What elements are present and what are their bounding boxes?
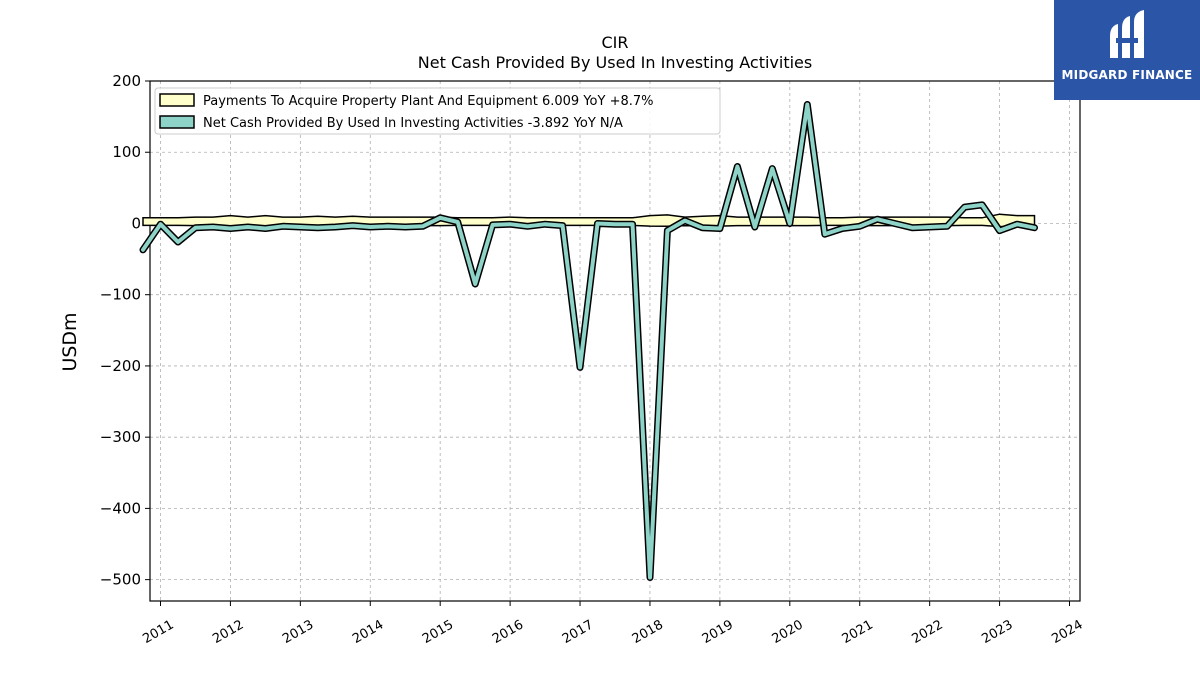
y-tick-label: −100 [100, 286, 141, 304]
x-tick-label: 2018 [630, 617, 666, 647]
x-tick-label: 2012 [210, 617, 246, 647]
x-tick-label: 2015 [420, 617, 456, 647]
legend: Payments To Acquire Property Plant And E… [154, 87, 721, 135]
y-tick-label: −400 [100, 499, 141, 517]
x-tick-label: 2020 [770, 617, 806, 647]
axes: 200 100 0 −100 −200 −300 −400 −500 2011 2012 2013 2… [100, 72, 1086, 647]
x-tick-label: 2024 [1049, 617, 1085, 647]
x-tick-label: 2022 [910, 617, 946, 647]
midgard-logo-icon [1110, 10, 1144, 58]
plot-frame [149, 80, 1081, 602]
x-tick-label: 2023 [979, 617, 1015, 647]
legend-swatch-net [159, 115, 195, 129]
legend-label-net: Net Cash Provided By Used In Investing A… [203, 116, 623, 131]
x-tick-label: 2013 [280, 617, 316, 647]
y-tick-label: 0 [131, 214, 141, 232]
y-axis-label: USDm [59, 312, 81, 371]
series-line-net [141, 102, 1037, 580]
x-tick-label: 2016 [490, 617, 526, 647]
legend-swatch-capex [159, 93, 195, 107]
chart-subtitle: Net Cash Provided By Used In Investing A… [418, 53, 812, 72]
x-tick-label: 2017 [560, 617, 596, 647]
brand-logo: MIDGARD FINANCE [1054, 0, 1200, 100]
y-tick-label: −300 [100, 428, 141, 446]
legend-label-capex: Payments To Acquire Property Plant And E… [203, 94, 654, 109]
x-tick-label: 2011 [140, 617, 176, 647]
series-line-net-outline [139, 101, 1038, 581]
y-tick-label: 100 [112, 143, 141, 161]
x-tick-label: 2014 [350, 617, 386, 647]
y-tick-label: 200 [112, 72, 141, 90]
series-layer [139, 101, 1038, 581]
chart-title: CIR [601, 33, 628, 52]
x-tick-label: 2021 [840, 617, 876, 647]
grid [150, 80, 1080, 601]
brand-logo-text: MIDGARD FINANCE [1061, 68, 1193, 82]
y-tick-label: −500 [100, 571, 141, 589]
legend-box [154, 87, 721, 135]
y-tick-label: −200 [100, 357, 141, 375]
x-tick-label: 2019 [700, 617, 736, 647]
